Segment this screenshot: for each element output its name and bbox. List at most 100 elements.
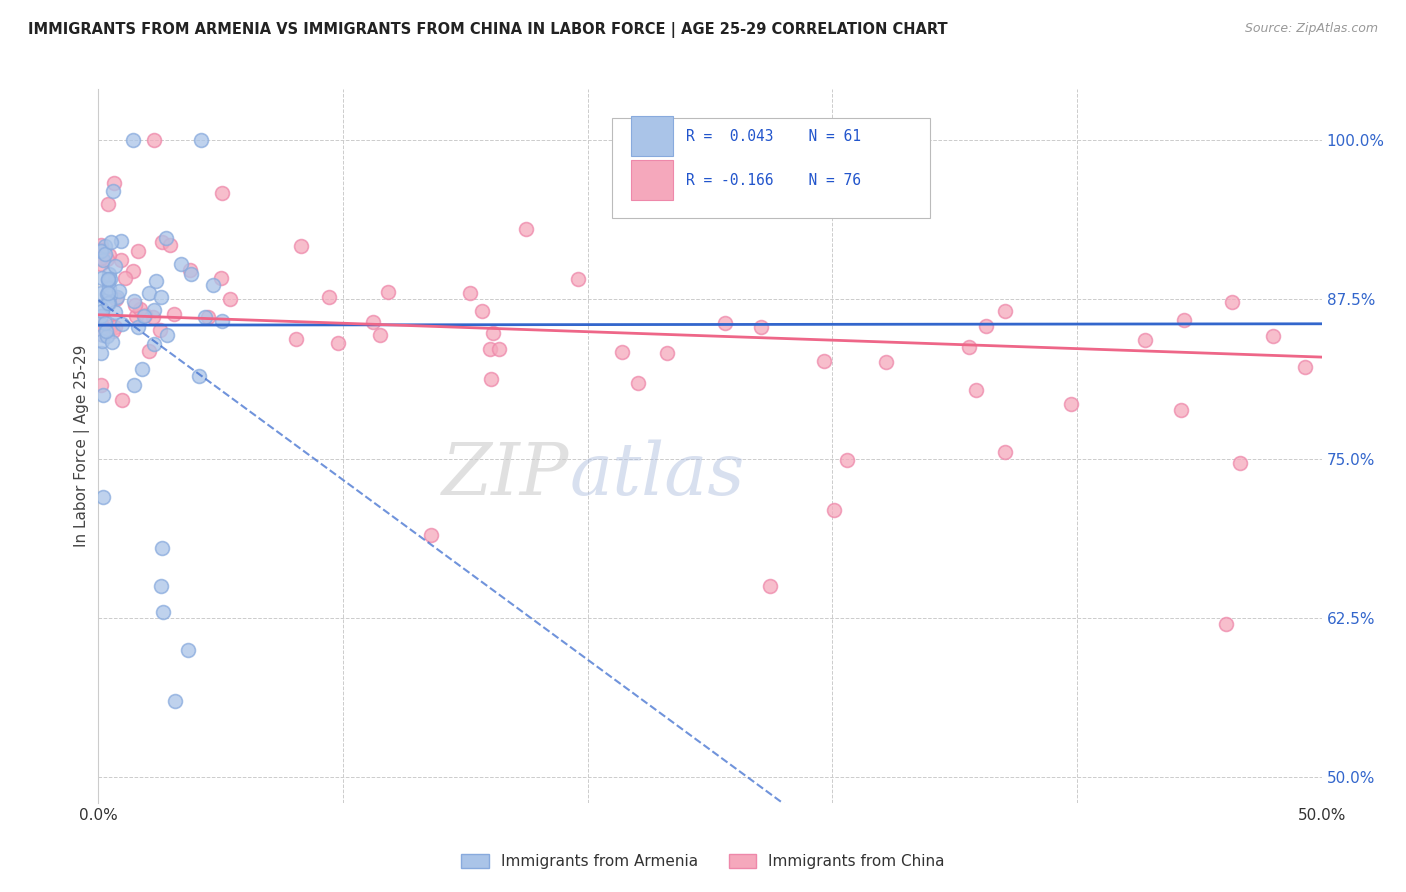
Point (111, 392, 134, 407)
Point (127, 244, 149, 258)
Point (138, 285, 160, 300)
Point (90, 285, 112, 300)
Point (318, 290, 340, 304)
Point (965, 383, 987, 397)
Point (209, 271, 232, 285)
Point (122, 378, 145, 392)
Point (90, 304, 112, 318)
Point (1220, 294, 1243, 309)
Point (488, 342, 510, 356)
Point (202, 277, 225, 292)
Point (368, 328, 391, 343)
Point (100, 319, 122, 334)
Point (145, 275, 167, 289)
Point (90, 257, 112, 271)
Point (94, 246, 117, 260)
Point (134, 308, 156, 322)
Point (749, 320, 772, 334)
Point (197, 310, 219, 324)
Point (478, 342, 501, 356)
Point (101, 324, 124, 338)
Legend: Immigrants from Armenia, Immigrants from China: Immigrants from Armenia, Immigrants from… (456, 848, 950, 875)
Y-axis label: In Labor Force | Age 25-29: In Labor Force | Age 25-29 (75, 345, 90, 547)
Point (479, 372, 502, 386)
Point (103, 176, 125, 190)
Point (823, 502, 845, 516)
Point (155, 231, 177, 245)
Point (90, 244, 112, 258)
Point (1294, 360, 1316, 375)
Point (94, 316, 117, 330)
Point (142, 310, 165, 324)
Point (290, 239, 312, 253)
Point (567, 272, 589, 286)
Point (111, 317, 134, 331)
Point (129, 301, 152, 316)
Point (150, 235, 173, 249)
Point (91, 388, 114, 402)
Point (110, 234, 132, 248)
Point (90, 327, 112, 342)
Point (976, 318, 998, 333)
Point (93, 328, 115, 343)
Point (101, 184, 124, 198)
Point (655, 346, 678, 360)
Point (150, 541, 173, 555)
Point (97, 267, 120, 281)
Point (97, 296, 120, 310)
Point (94, 239, 117, 253)
Point (131, 361, 153, 376)
Point (104, 260, 127, 274)
FancyBboxPatch shape (630, 117, 673, 156)
Point (994, 304, 1017, 318)
Point (94, 324, 117, 338)
Point (150, 579, 173, 593)
Point (163, 307, 186, 321)
Point (612, 344, 634, 359)
Point (211, 186, 233, 200)
Point (1170, 403, 1192, 417)
Point (96, 329, 118, 343)
Point (1229, 456, 1251, 470)
Point (98, 281, 121, 295)
Point (328, 336, 350, 351)
Point (96, 252, 118, 267)
Point (97, 286, 120, 301)
FancyBboxPatch shape (612, 118, 931, 218)
Point (219, 293, 242, 307)
Point (90, 238, 112, 252)
Point (97, 295, 120, 310)
Point (714, 316, 737, 330)
FancyBboxPatch shape (630, 161, 673, 200)
Point (179, 262, 201, 277)
Point (150, 290, 173, 304)
Point (1215, 617, 1237, 632)
Text: ZIP: ZIP (441, 439, 569, 510)
Point (142, 336, 165, 351)
Point (90, 243, 112, 257)
Point (627, 376, 650, 391)
Point (110, 252, 132, 267)
Point (1173, 312, 1195, 326)
Point (122, 293, 145, 308)
Point (98, 248, 121, 262)
Point (97, 197, 120, 211)
Point (90, 345, 112, 359)
Point (90, 309, 112, 323)
Point (875, 355, 897, 369)
Point (90, 378, 112, 392)
Point (104, 305, 127, 319)
Point (152, 605, 174, 619)
Point (994, 445, 1017, 459)
Point (471, 303, 494, 318)
Point (91, 253, 114, 268)
Point (101, 334, 124, 349)
Text: R = -0.166    N = 76: R = -0.166 N = 76 (686, 172, 860, 187)
Point (190, 133, 212, 147)
Point (361, 315, 384, 329)
Point (481, 326, 503, 340)
Point (143, 303, 166, 318)
Point (159, 238, 181, 252)
Text: R =  0.043    N = 61: R = 0.043 N = 61 (686, 128, 860, 144)
Point (90, 301, 112, 315)
